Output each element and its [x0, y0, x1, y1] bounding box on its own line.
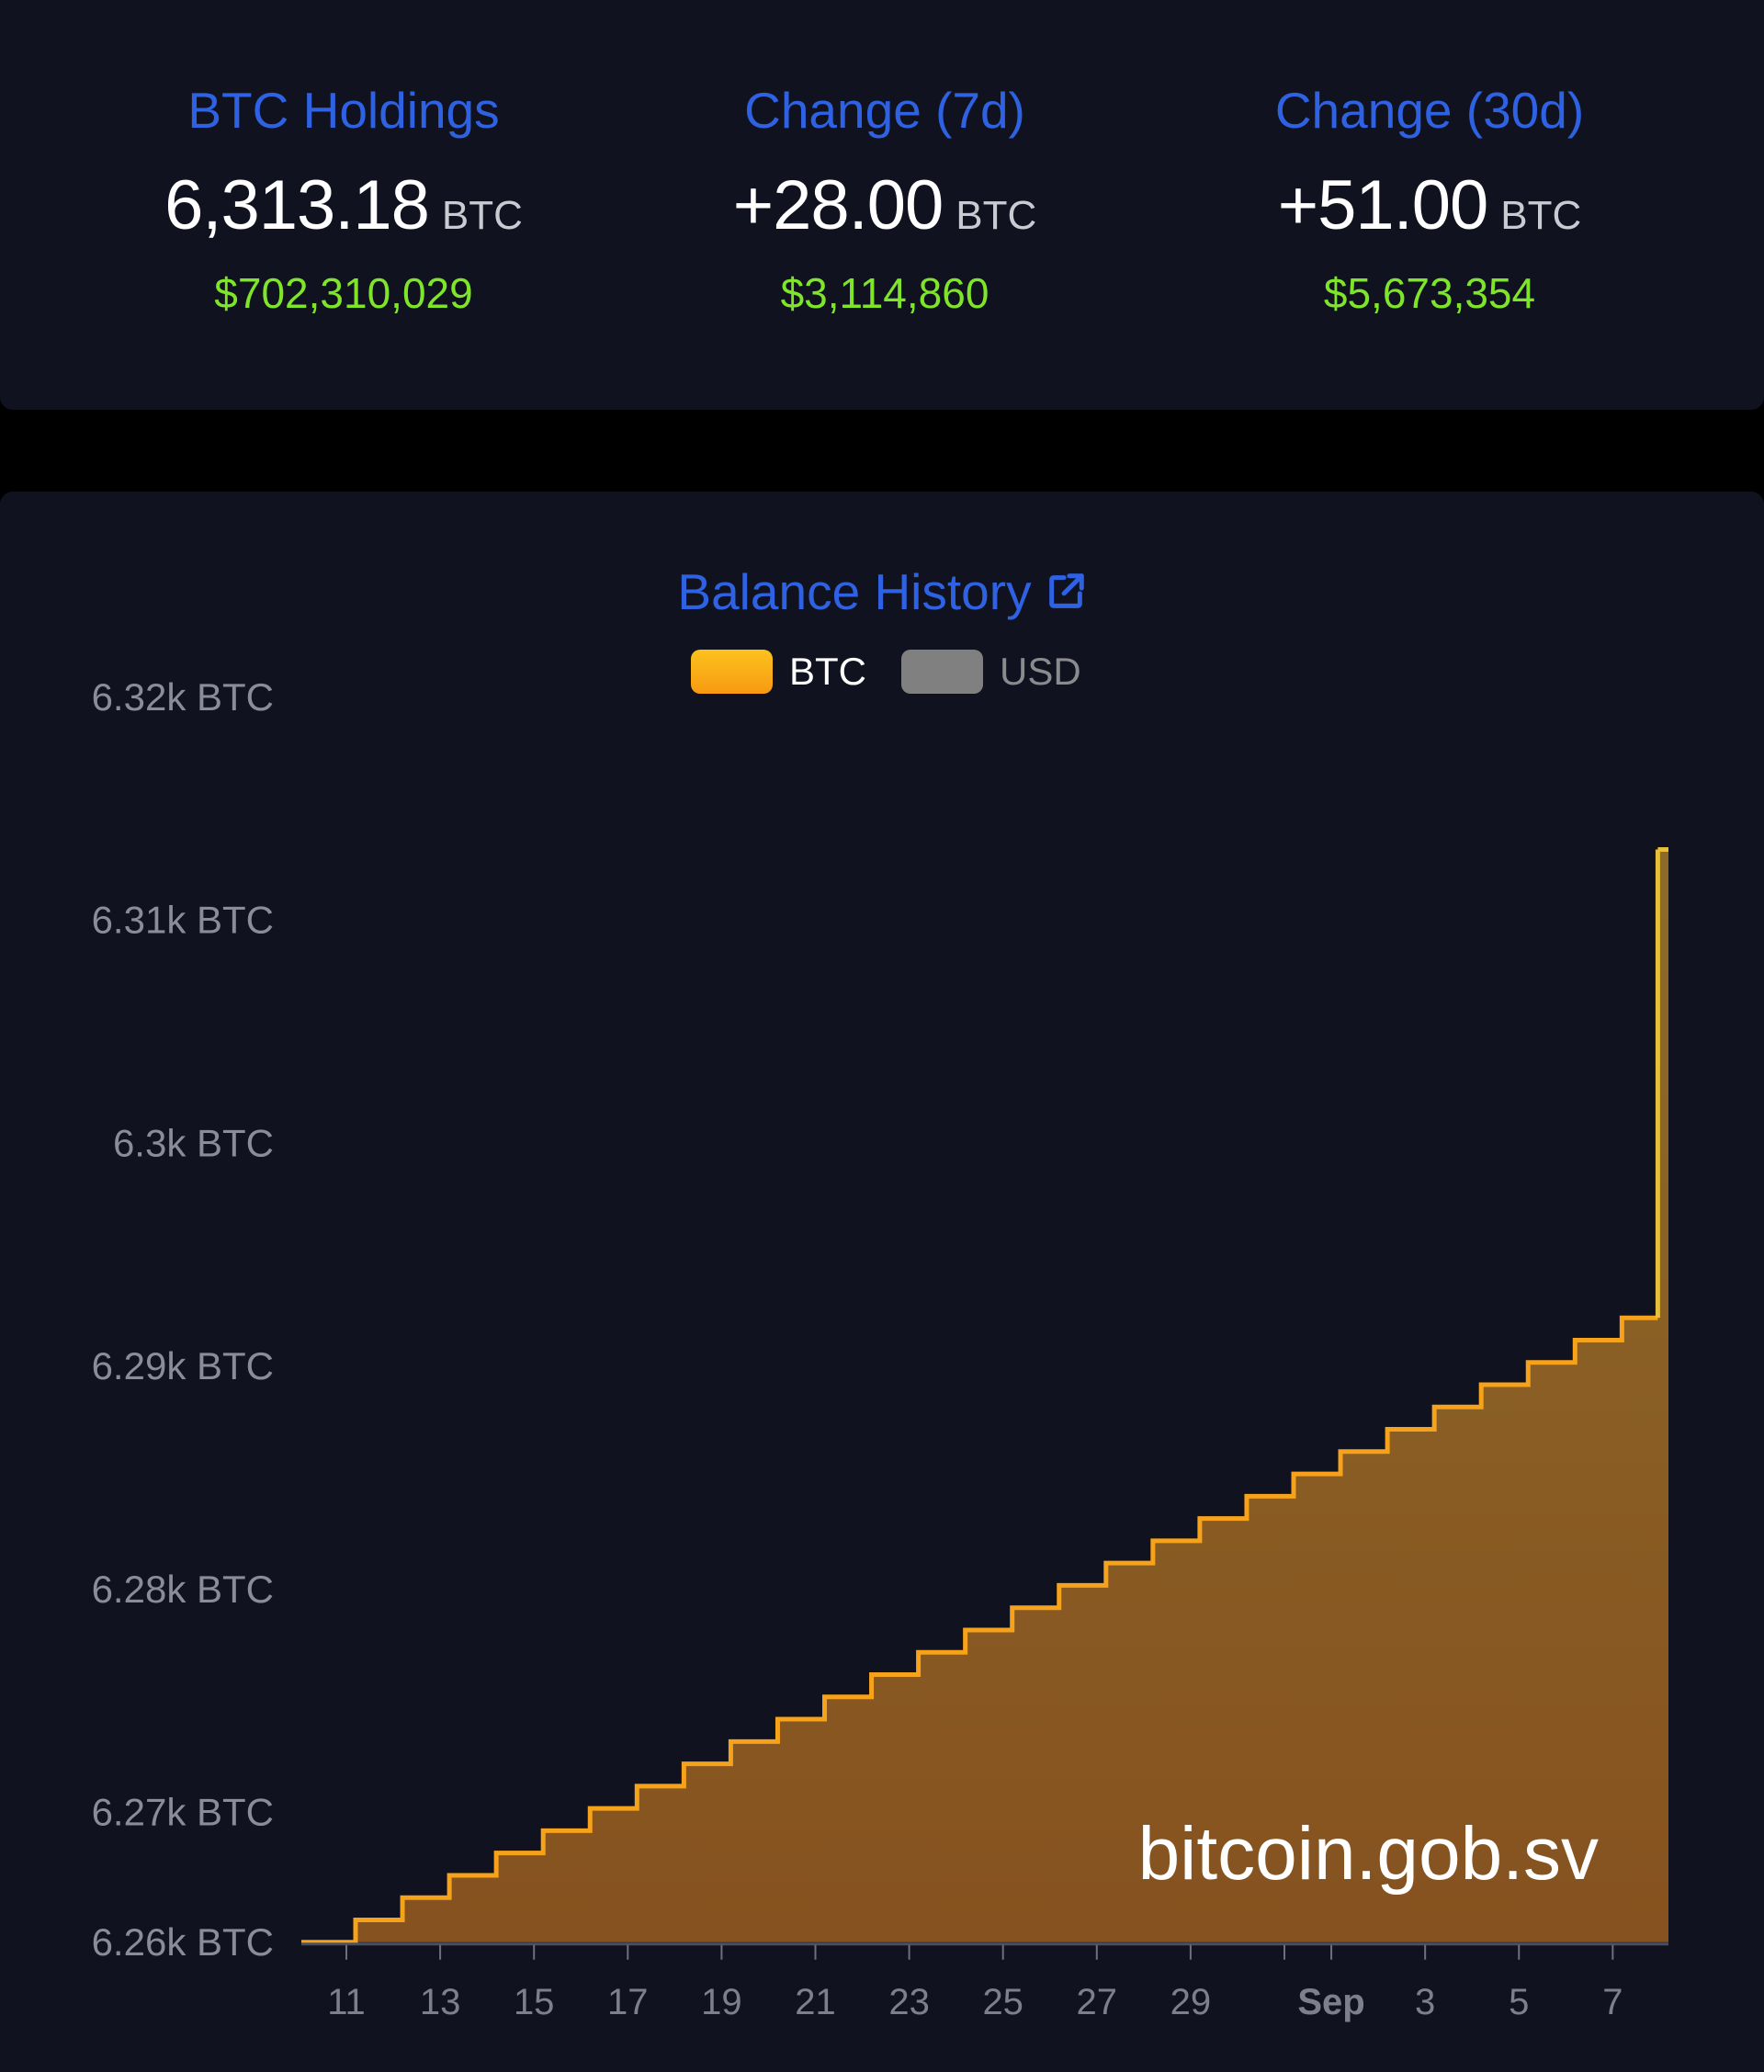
btc-step-line: [301, 1315, 1658, 1945]
legend-item-usd[interactable]: USD: [901, 650, 1081, 694]
chart-title: Balance History: [677, 563, 1032, 620]
stats-card: BTC Holdings 6,313.18 BTC $702,310,029 Ch…: [0, 0, 1764, 410]
stat-title: Change (30d): [1274, 82, 1585, 139]
stat-value-number: 6,313.18: [164, 166, 430, 244]
x-tick-label: 13: [420, 1982, 461, 2022]
legend-label: BTC: [789, 650, 866, 693]
stat-unit: BTC: [956, 193, 1037, 238]
btc-legend-swatch: [691, 650, 773, 694]
x-tick-label: 5: [1509, 1982, 1529, 2022]
y-tick-label: 6.27k BTC: [92, 1791, 274, 1834]
x-tick-label: Sep: [1297, 1982, 1364, 2022]
y-tick-label: 6.28k BTC: [92, 1568, 274, 1611]
watermark: bitcoin.gob.sv: [1138, 1812, 1599, 1896]
stat-usd: $3,114,860: [780, 269, 989, 317]
x-tick-label: 29: [1170, 1982, 1212, 2022]
usd-legend-swatch: [901, 650, 983, 694]
stat-value-number: +28.00: [732, 166, 944, 244]
stat-unit: BTC: [1500, 193, 1582, 238]
stat-usd: $702,310,029: [214, 269, 473, 317]
external-link-icon: [1048, 573, 1084, 608]
x-tick-label: 3: [1415, 1982, 1435, 2022]
x-tick-label: 15: [514, 1982, 555, 2022]
stat-value-number: +51.00: [1277, 166, 1489, 244]
stat-value: +51.00 BTC: [1154, 165, 1705, 245]
legend-label: USD: [1000, 650, 1081, 693]
y-tick-label: 6.26k BTC: [92, 1920, 274, 1964]
btc-area-fill: [301, 849, 1668, 1942]
legend-item-btc[interactable]: BTC: [691, 650, 866, 694]
stat-value: +28.00 BTC: [609, 165, 1160, 245]
x-tick-label: 19: [701, 1982, 742, 2022]
x-tick-label: 27: [1077, 1982, 1118, 2022]
stat-unit: BTC: [441, 193, 523, 238]
stat-title: BTC Holdings: [187, 82, 500, 139]
y-tick-label: 6.29k BTC: [92, 1344, 274, 1387]
balance-history-card: 6.32k BTC 6.31k BTC 6.3k BTC 6.29k BTC 6.28k…: [0, 492, 1764, 2072]
y-tick-label: 6.3k BTC: [113, 1121, 274, 1164]
chart-title-link[interactable]: Balance History: [0, 562, 1764, 621]
y-tick-label: 6.31k BTC: [92, 899, 274, 942]
x-tick-label: 25: [982, 1982, 1023, 2022]
x-tick-label: 17: [607, 1982, 649, 2022]
stat-usd: $5,673,354: [1323, 269, 1536, 317]
balance-history-chart: 6.32k BTC 6.31k BTC 6.3k BTC 6.29k BTC 6.28k…: [92, 675, 1668, 2022]
x-tick-label: 7: [1602, 1982, 1623, 2022]
stat-title: Change (7d): [744, 82, 1025, 139]
x-tick-label: 11: [327, 1982, 366, 2022]
stat-value: 6,313.18 BTC: [68, 165, 619, 245]
x-tick-label: 21: [795, 1982, 836, 2022]
x-tick-label: 23: [888, 1982, 930, 2022]
y-tick-label: 6.32k BTC: [92, 675, 274, 719]
